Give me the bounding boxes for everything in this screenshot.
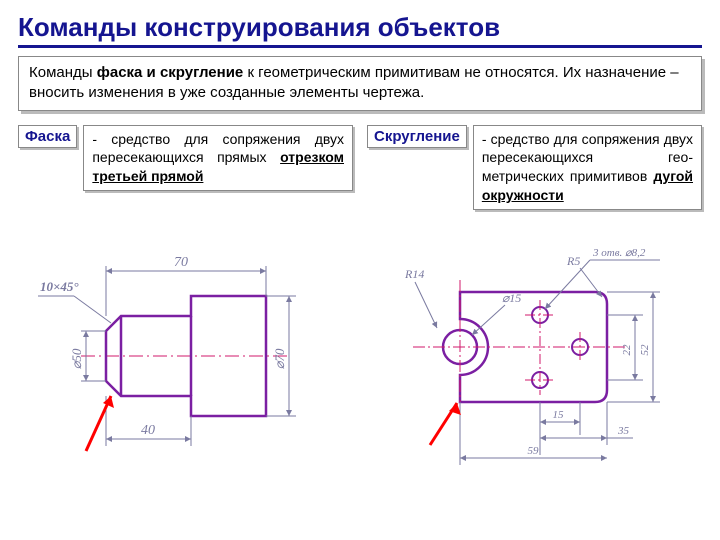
holes-note: 3 отв. ⌀8,2 [592, 247, 646, 259]
left-column: Фаска - средство для сопряжения двух пер… [18, 125, 353, 481]
dim-d15: ⌀15 [502, 291, 521, 305]
dim-r5: R5 [566, 254, 580, 268]
dim-35: 35 [617, 425, 630, 437]
def-faska: - средство для сопряжения двух пересекаю… [83, 125, 353, 192]
dim-70: 70 [174, 255, 188, 270]
fillet-diagram: R14 R5 3 отв. ⌀8,2 ⌀15 15 [375, 220, 695, 480]
term-faska: Фаска [18, 125, 77, 148]
right-column: Скругление - средство для сопряжения дву… [367, 125, 702, 481]
dim-59: 59 [527, 445, 539, 457]
chamfer-label: 10×45° [40, 279, 79, 294]
dim-52: 52 [639, 344, 651, 356]
dim-40: 40 [141, 423, 155, 438]
dim-15: 15 [552, 409, 564, 421]
chamfer-diagram: 10×45° 70 40 [26, 211, 346, 471]
dim-r14: R14 [404, 267, 424, 281]
dim-d70: ⌀70 [272, 348, 287, 369]
term-fillet: Скругление [367, 125, 467, 148]
intro-box: Команды фаска и скругление к геометричес… [18, 56, 702, 111]
intro-bold: фаска и скругление [97, 64, 244, 81]
def-fillet: - средство для сопряжения двух пересекаю… [473, 125, 702, 211]
dim-d50: ⌀50 [69, 348, 84, 369]
dim-22: 22 [621, 344, 633, 356]
page-title: Команды конструирования объектов [18, 12, 702, 48]
intro-prefix: Команды [29, 64, 97, 81]
